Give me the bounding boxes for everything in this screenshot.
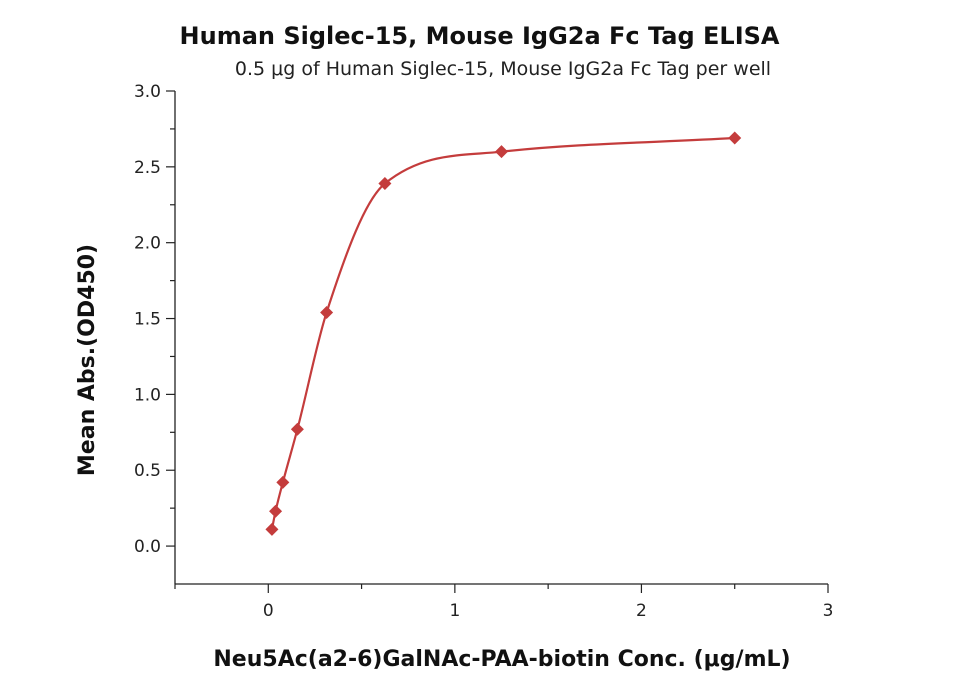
chart-subtitle: 0.5 μg of Human Siglec-15, Mouse IgG2a F… — [234, 58, 772, 80]
data-point — [728, 131, 742, 145]
chart-title: Human Siglec-15, Mouse IgG2a Fc Tag ELIS… — [179, 22, 780, 50]
y-tick-label: 1.0 — [134, 385, 161, 405]
y-tick-label: 2.5 — [134, 158, 161, 178]
y-axis-label: Mean Abs.(OD450) — [75, 244, 100, 476]
y-tick-label: 0.0 — [134, 537, 161, 557]
y-tick-label: 1.5 — [134, 310, 161, 330]
x-tick-label: 1 — [449, 601, 460, 621]
data-point — [265, 522, 279, 536]
x-tick-label: 3 — [823, 601, 834, 621]
y-tick-label: 2.0 — [134, 234, 161, 254]
x-tick-label: 0 — [263, 601, 274, 621]
data-point — [290, 422, 304, 436]
data-point — [276, 475, 290, 489]
data-point — [320, 305, 334, 319]
fit-curve — [270, 136, 735, 530]
y-tick-label: 0.5 — [134, 461, 161, 481]
x-axis-label: Neu5Ac(a2-6)GalNAc-PAA-biotin Conc. (μg/… — [213, 647, 790, 672]
data-point — [269, 504, 283, 518]
axes: 0.0 0.5 1.0 1.5 2.0 2.5 3.0 0 1 2 3 — [134, 82, 833, 621]
data-point — [378, 177, 392, 191]
y-tick-label: 3.0 — [134, 82, 161, 102]
data-point — [495, 145, 508, 159]
data-points — [265, 131, 742, 536]
x-tick-label: 2 — [636, 601, 647, 621]
